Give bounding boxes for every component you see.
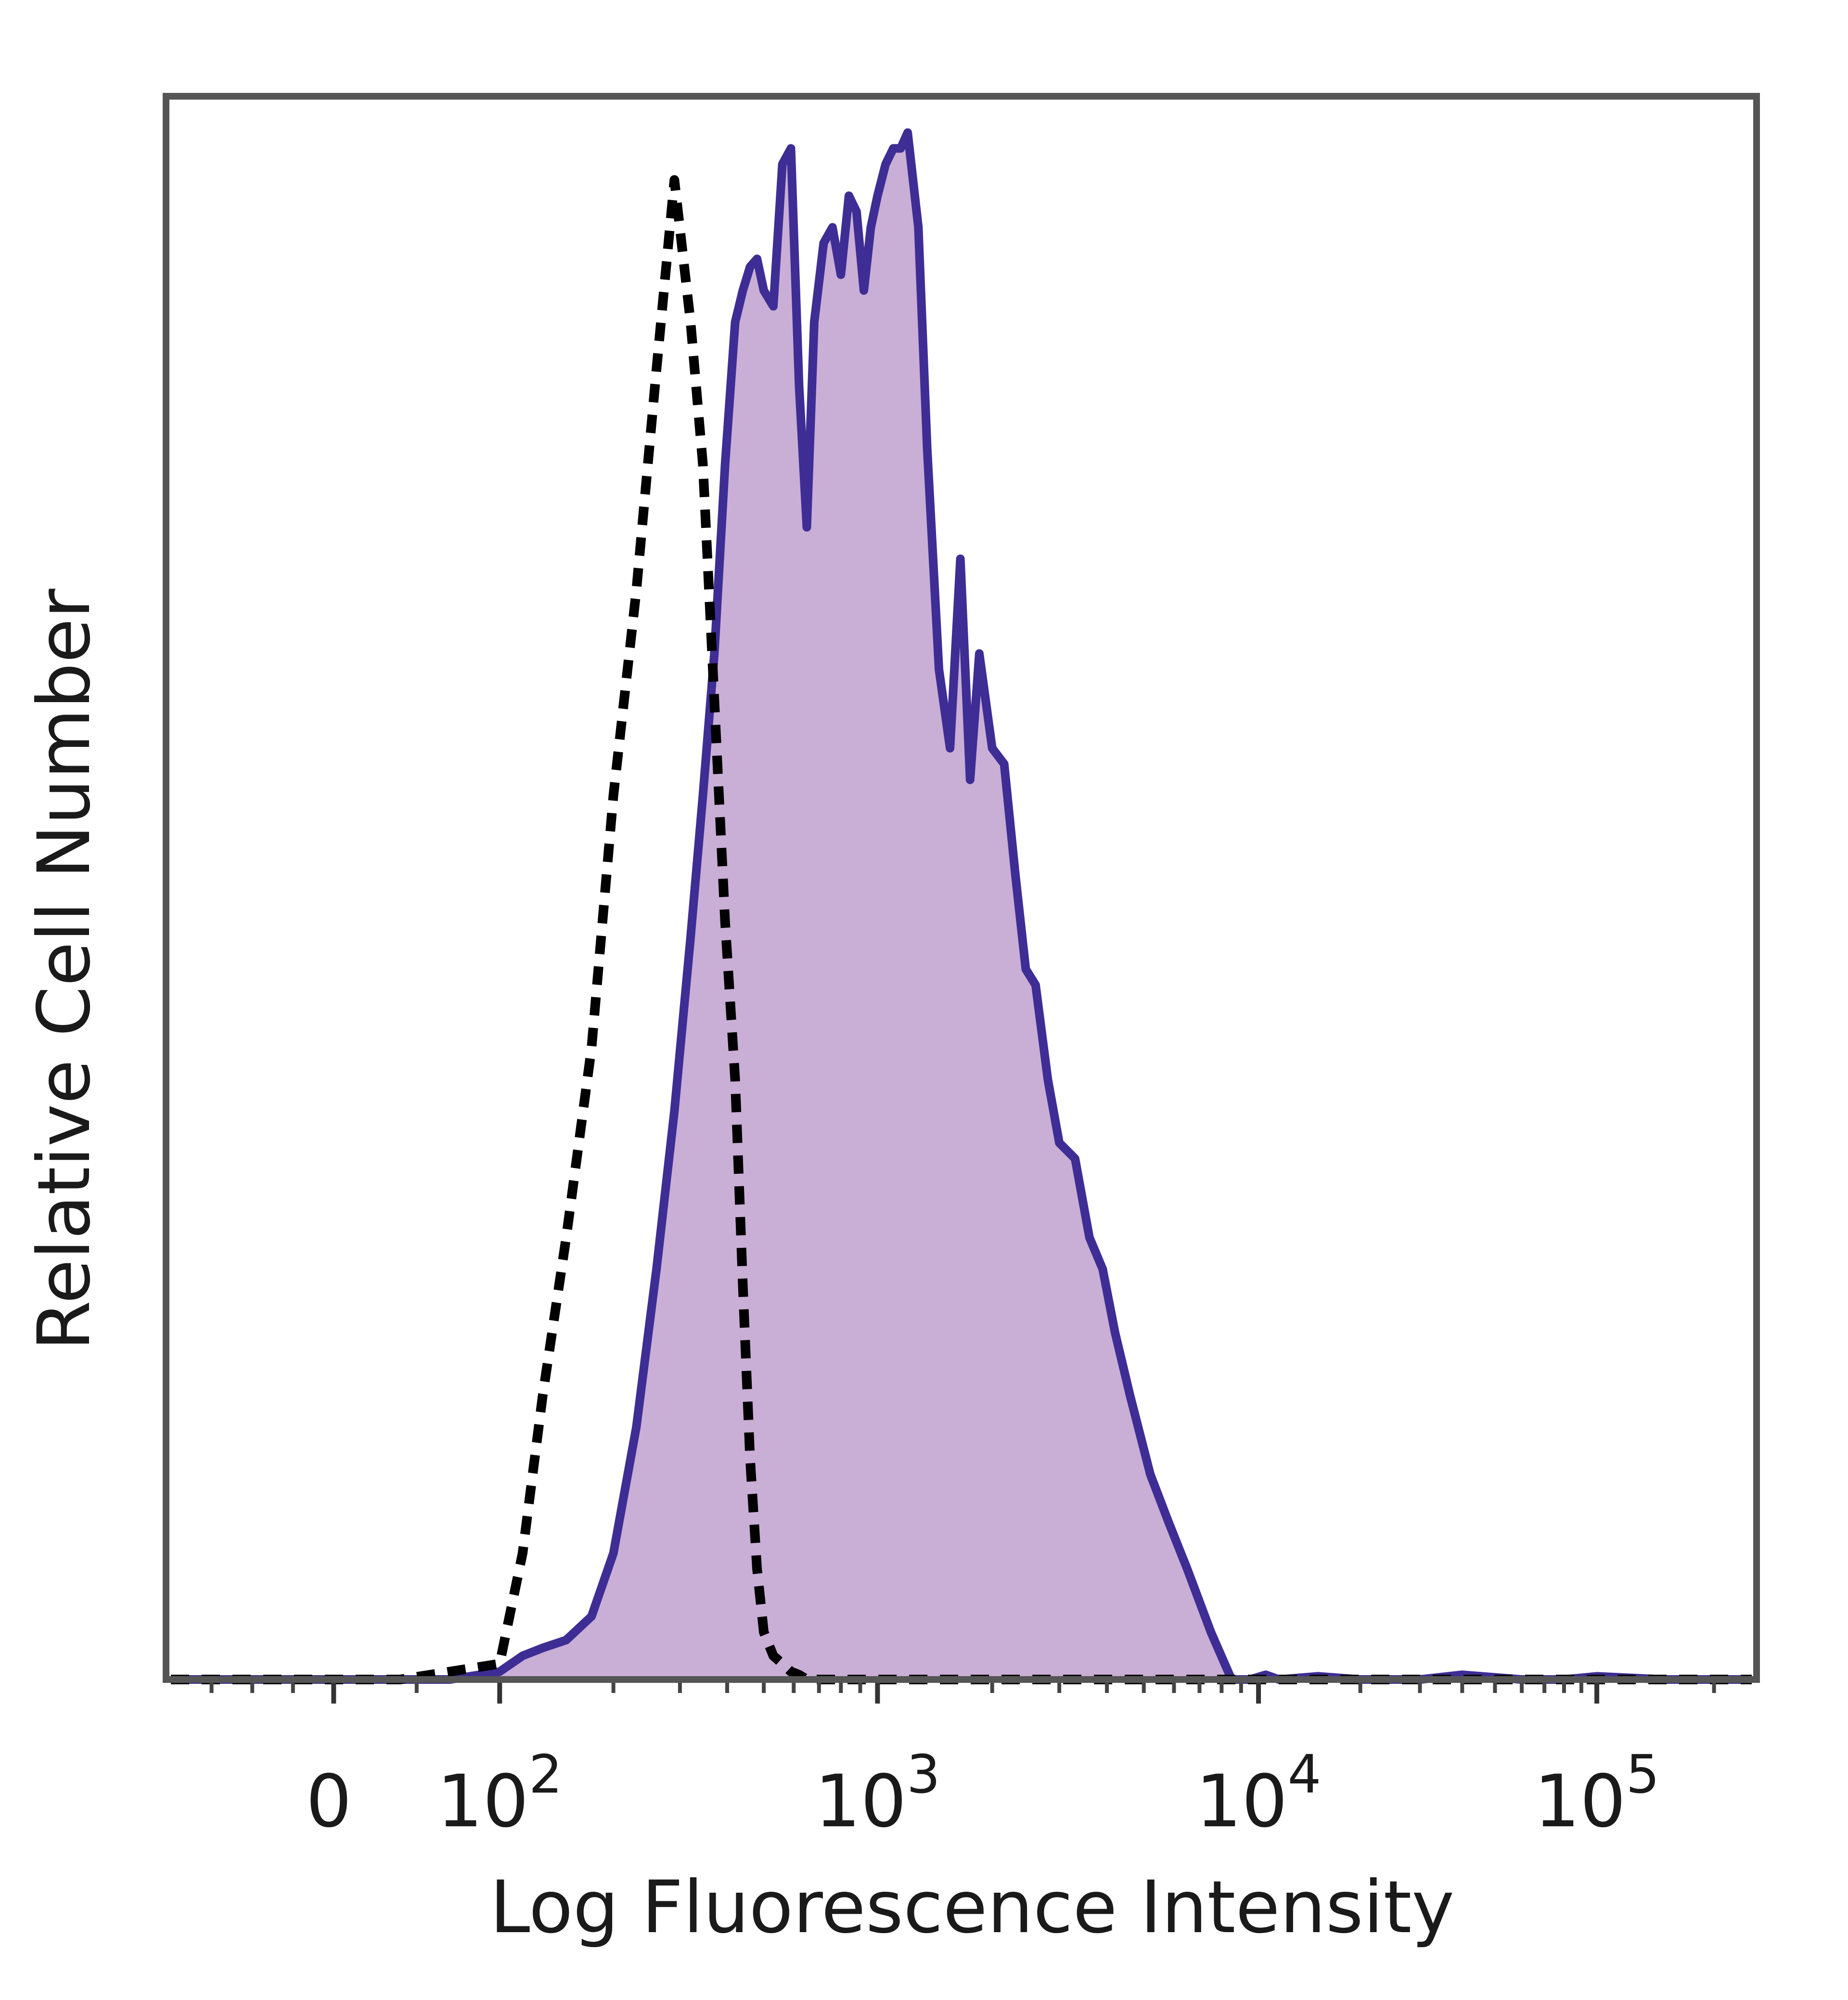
- y-axis-title: Relative Cell Number: [23, 589, 106, 1351]
- x-tick-label: 104: [1196, 1744, 1322, 1844]
- plot-frame: [163, 93, 1760, 1683]
- x-tick-label: 105: [1534, 1744, 1660, 1844]
- x-tick-label: 102: [437, 1744, 563, 1844]
- stained-histogram-line: [171, 128, 1752, 1684]
- x-tick-label: 0: [306, 1760, 352, 1844]
- x-axis-title: Log Fluorescence Intensity: [490, 1866, 1454, 1949]
- stained-histogram-fill: [171, 132, 1752, 1679]
- x-tick-label: 103: [815, 1744, 940, 1844]
